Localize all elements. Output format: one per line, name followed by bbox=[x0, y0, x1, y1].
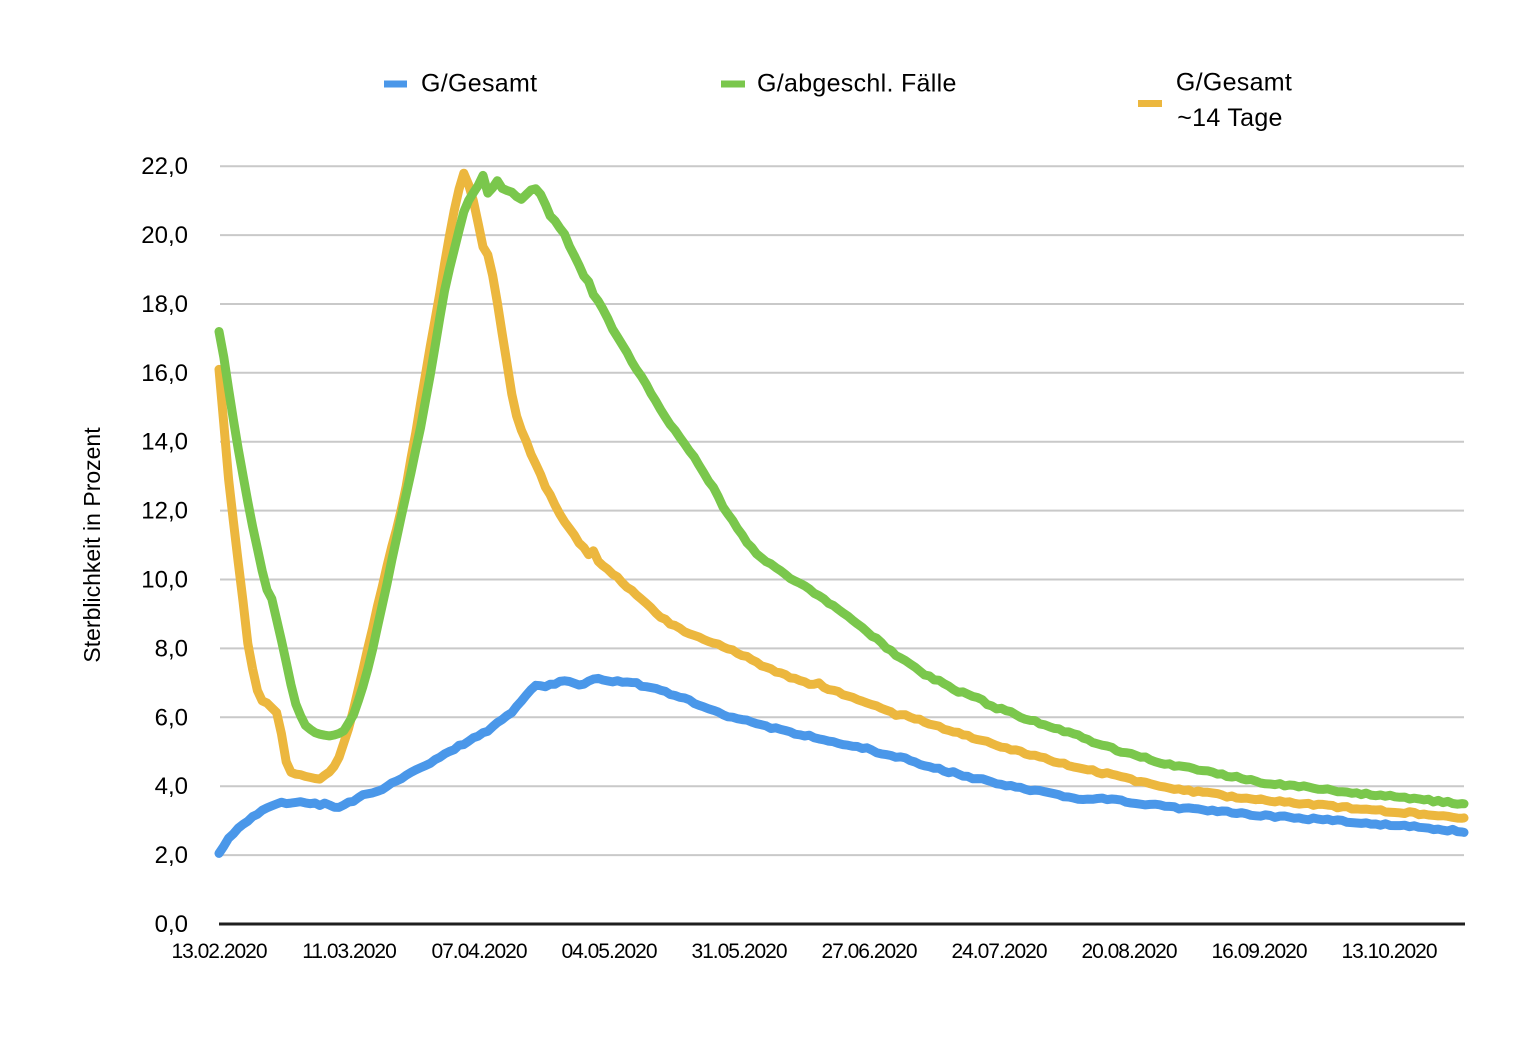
svg-text:18,0: 18,0 bbox=[141, 291, 188, 318]
svg-text:04.05.2020: 04.05.2020 bbox=[561, 940, 656, 963]
svg-text:13.10.2020: 13.10.2020 bbox=[1341, 940, 1436, 963]
svg-text:13.02.2020: 13.02.2020 bbox=[171, 940, 266, 963]
svg-text:20,0: 20,0 bbox=[141, 222, 188, 249]
svg-text:20.08.2020: 20.08.2020 bbox=[1081, 940, 1176, 963]
svg-text:16,0: 16,0 bbox=[141, 360, 188, 387]
svg-text:G/abgeschl. Fälle: G/abgeschl. Fälle bbox=[757, 70, 957, 98]
svg-text:27.06.2020: 27.06.2020 bbox=[821, 940, 916, 963]
svg-text:31.05.2020: 31.05.2020 bbox=[691, 940, 786, 963]
svg-text:8,0: 8,0 bbox=[155, 635, 188, 662]
svg-text:~14 Tage: ~14 Tage bbox=[1177, 104, 1283, 132]
svg-text:0,0: 0,0 bbox=[155, 911, 188, 938]
svg-text:10,0: 10,0 bbox=[141, 567, 188, 594]
svg-text:4,0: 4,0 bbox=[155, 773, 188, 800]
svg-text:2,0: 2,0 bbox=[155, 842, 188, 869]
svg-text:07.04.2020: 07.04.2020 bbox=[431, 940, 526, 963]
svg-text:6,0: 6,0 bbox=[155, 704, 188, 731]
svg-text:11.03.2020: 11.03.2020 bbox=[302, 940, 396, 963]
svg-text:G/Gesamt: G/Gesamt bbox=[421, 70, 537, 98]
svg-text:22,0: 22,0 bbox=[141, 153, 188, 180]
svg-text:G/Gesamt: G/Gesamt bbox=[1176, 69, 1292, 97]
svg-text:16.09.2020: 16.09.2020 bbox=[1211, 940, 1306, 963]
svg-text:Sterblichkeit in Prozent: Sterblichkeit in Prozent bbox=[79, 427, 105, 663]
svg-text:12,0: 12,0 bbox=[141, 498, 188, 525]
svg-text:24.07.2020: 24.07.2020 bbox=[951, 940, 1046, 963]
svg-text:14,0: 14,0 bbox=[141, 429, 188, 456]
